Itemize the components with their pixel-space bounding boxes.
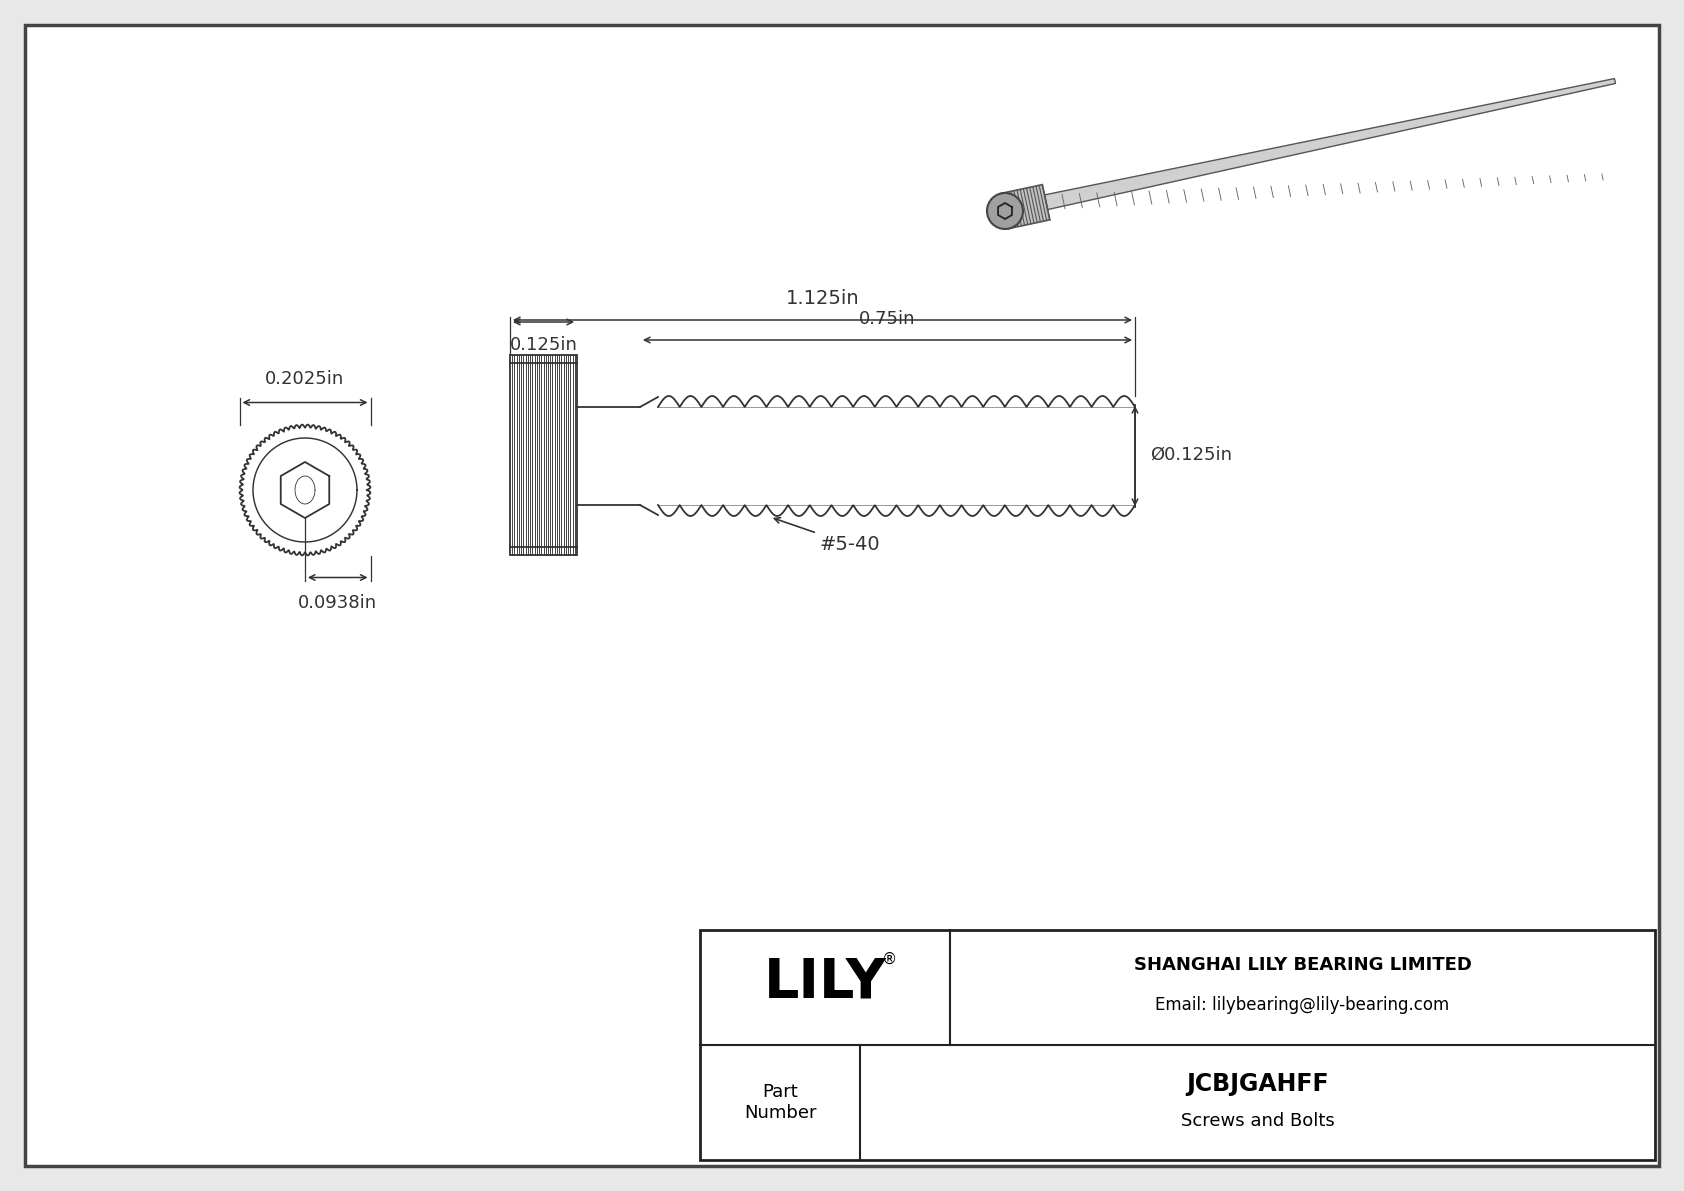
- Polygon shape: [1044, 79, 1615, 210]
- Text: 1.125in: 1.125in: [786, 289, 859, 308]
- Text: ®: ®: [882, 952, 898, 967]
- Text: Email: lilybearing@lily-bearing.com: Email: lilybearing@lily-bearing.com: [1155, 997, 1450, 1015]
- Text: JCBJGAHFF: JCBJGAHFF: [1186, 1073, 1329, 1097]
- Text: 0.75in: 0.75in: [859, 310, 916, 328]
- Text: SHANGHAI LILY BEARING LIMITED: SHANGHAI LILY BEARING LIMITED: [1133, 956, 1472, 974]
- Text: #5-40: #5-40: [775, 518, 881, 554]
- Text: Ø0.125in: Ø0.125in: [1150, 445, 1233, 464]
- FancyBboxPatch shape: [25, 25, 1659, 1166]
- Text: LILY: LILY: [763, 955, 886, 1010]
- Text: 0.2025in: 0.2025in: [266, 370, 345, 388]
- Text: 0.0938in: 0.0938in: [298, 593, 377, 611]
- Text: Part
Number: Part Number: [744, 1083, 817, 1122]
- Bar: [510, 355, 578, 555]
- Circle shape: [987, 193, 1022, 229]
- Bar: [701, 930, 1655, 1160]
- Text: 0.125in: 0.125in: [510, 336, 578, 354]
- Polygon shape: [1002, 185, 1049, 229]
- Text: Screws and Bolts: Screws and Bolts: [1180, 1111, 1334, 1129]
